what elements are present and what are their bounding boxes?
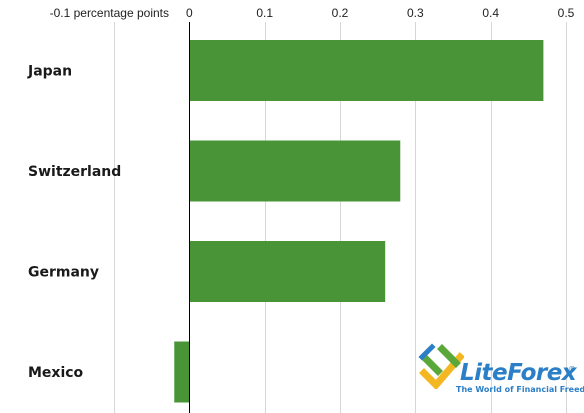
category-label-japan: Japan xyxy=(27,64,72,80)
watermark-brand-part2: Forex xyxy=(507,360,577,386)
watermark-brand-part1: Lite xyxy=(460,360,508,386)
watermark-tagline: The World of Financial Freedom xyxy=(456,385,584,394)
liteforex-watermark: LiteForex ® The World of Financial Freed… xyxy=(418,343,584,403)
liteforex-logo-icon xyxy=(418,343,464,389)
bar-switzerland xyxy=(189,140,401,202)
category-label-mexico: Mexico xyxy=(28,365,84,381)
x-tick-label-1: 0 xyxy=(186,6,193,20)
x-tick-label-0: -0.1 percentage points xyxy=(50,6,169,20)
bar-japan xyxy=(189,40,544,101)
category-label-germany: Germany xyxy=(28,265,99,281)
bars xyxy=(174,40,544,403)
x-tick-label-2: 0.1 xyxy=(256,6,273,20)
watermark-brand: LiteForex xyxy=(460,360,577,386)
bar-mexico xyxy=(174,341,190,403)
watermark-registered: ® xyxy=(568,365,576,374)
x-tick-label-4: 0.3 xyxy=(407,6,424,20)
bar-germany xyxy=(189,241,386,302)
x-tick-labels: -0.1 percentage points 0 0.1 0.2 0.3 0.4 0.5 xyxy=(50,6,575,20)
x-tick-label-5: 0.4 xyxy=(482,6,499,20)
x-tick-label-3: 0.2 xyxy=(332,6,349,20)
x-tick-label-6: 0.5 xyxy=(558,6,575,20)
category-label-switzerland: Switzerland xyxy=(28,164,121,180)
category-labels: Japan Switzerland Germany Mexico xyxy=(27,64,121,382)
